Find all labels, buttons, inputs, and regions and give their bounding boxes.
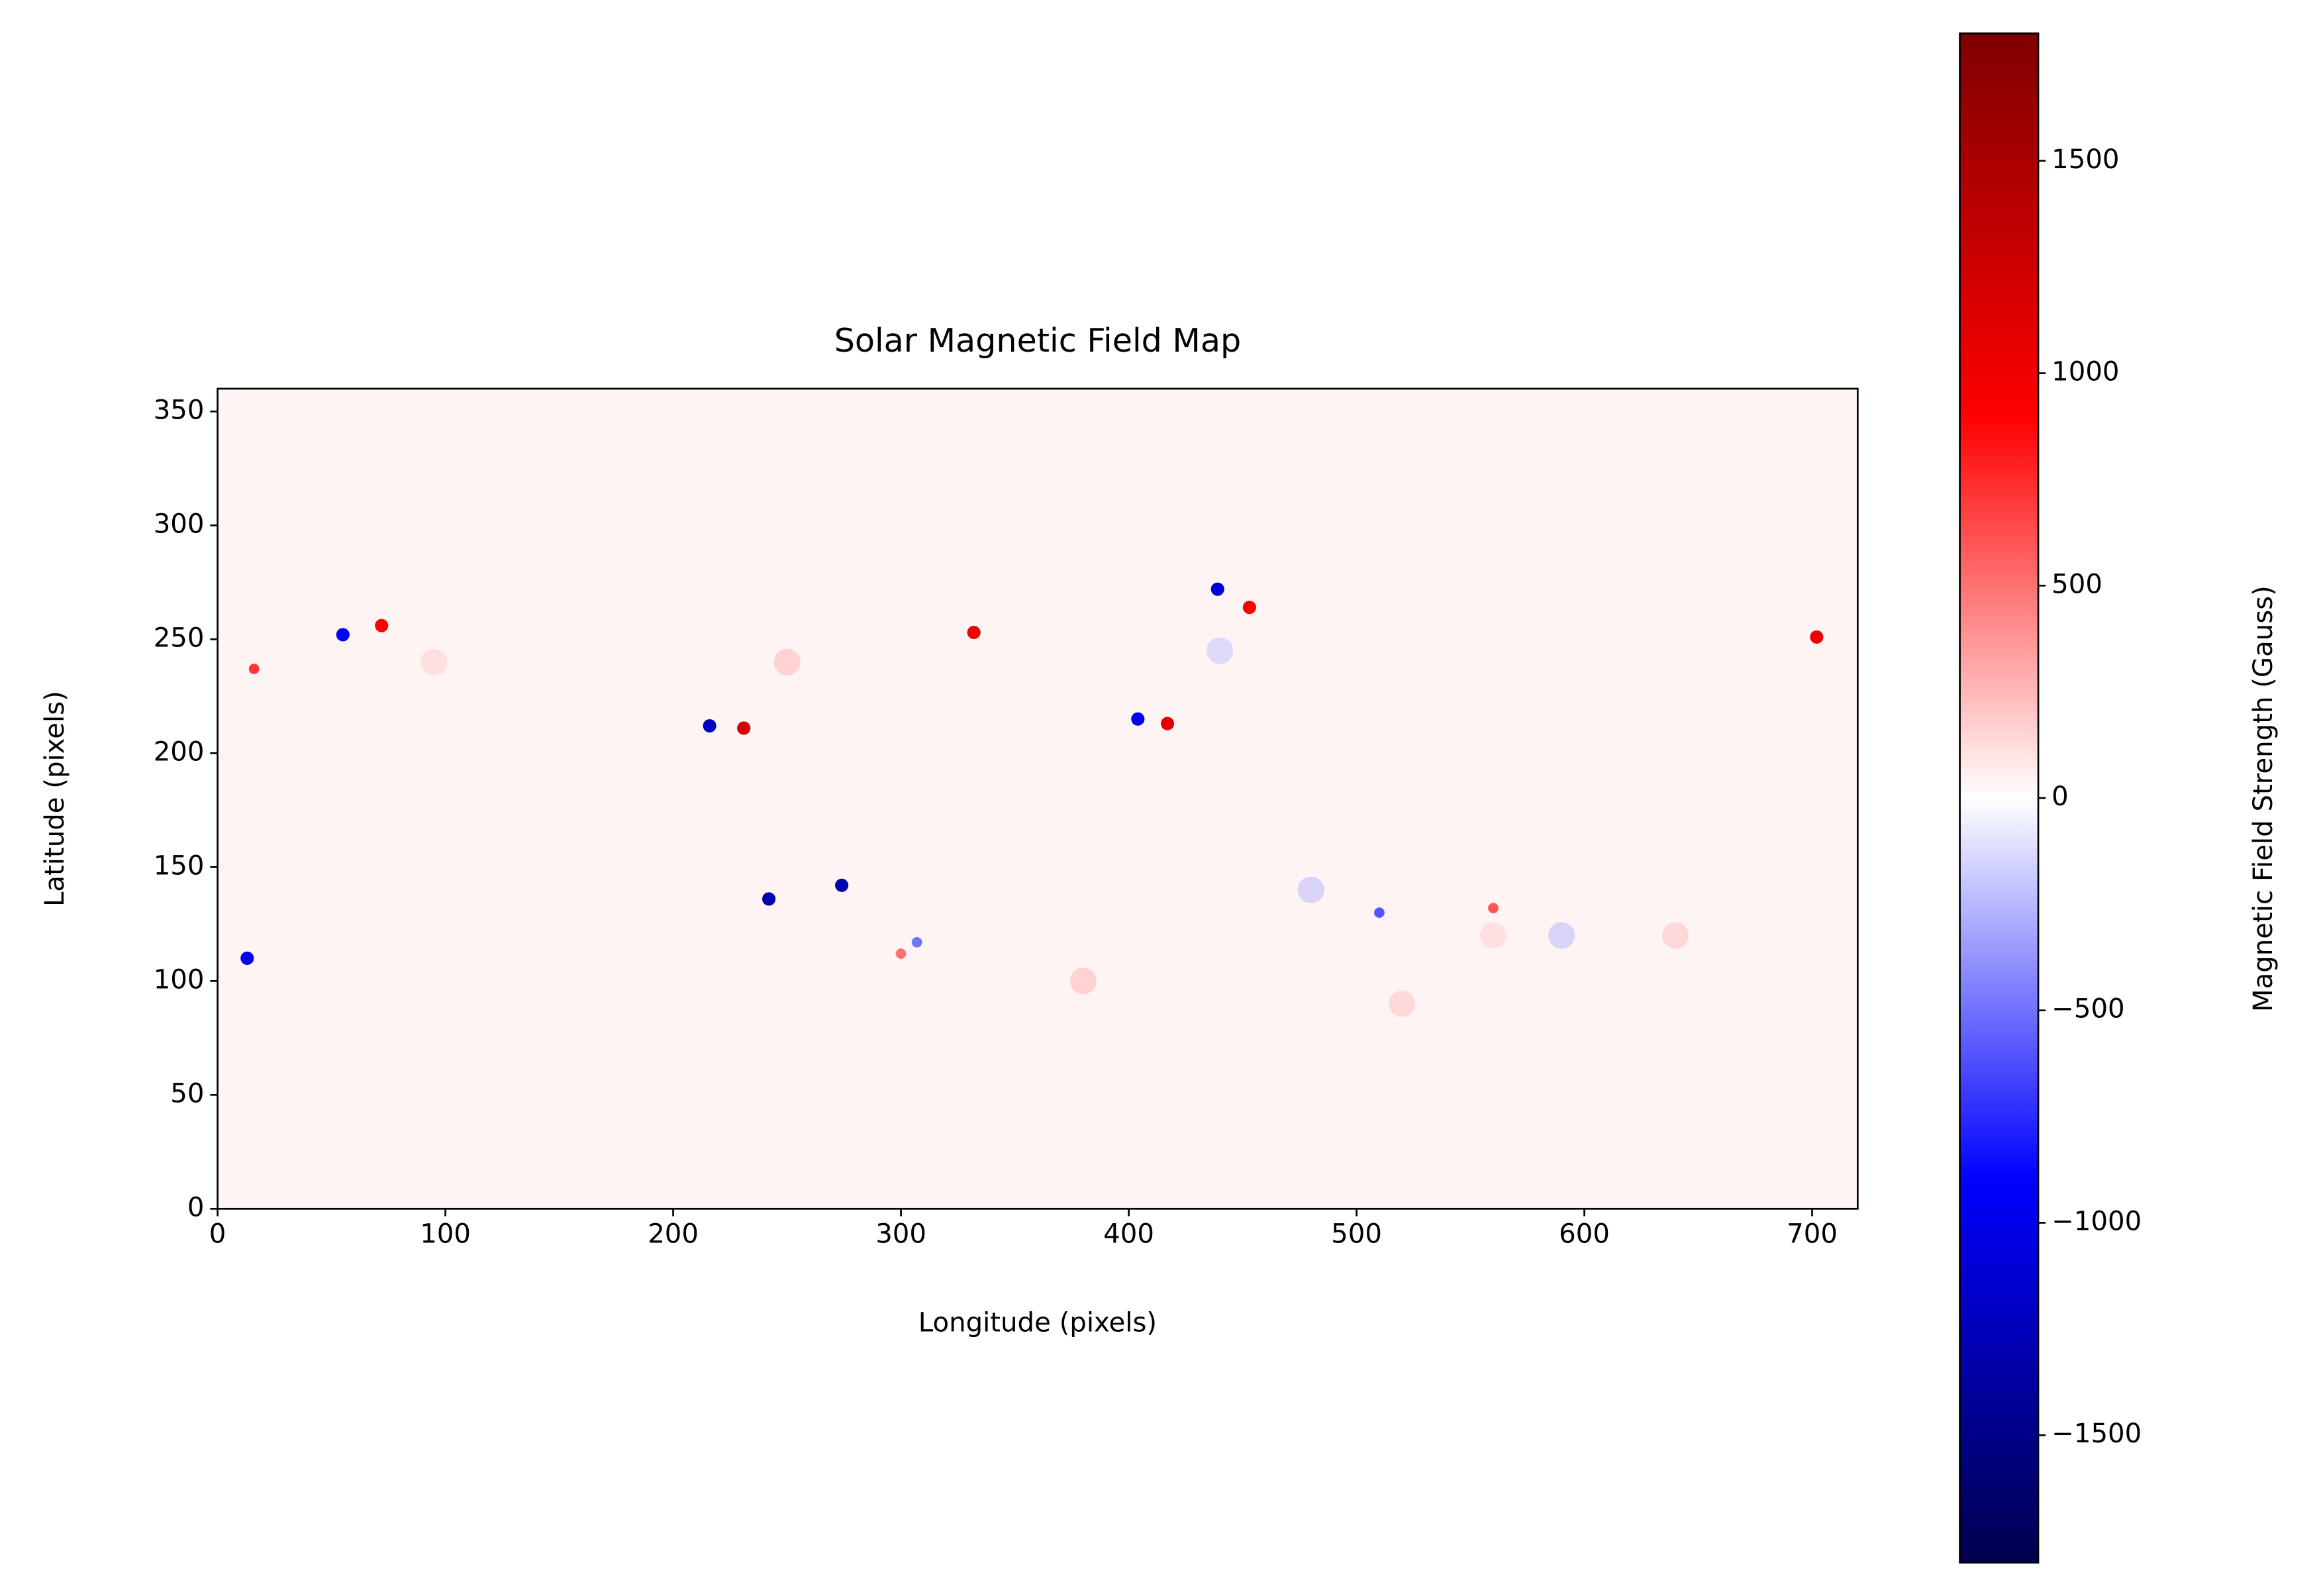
y-tick-label: 200 [154, 736, 205, 767]
field-spot [1662, 922, 1689, 949]
field-spot [240, 951, 254, 965]
field-spot [835, 878, 849, 892]
x-axis-label: Longitude (pixels) [918, 1308, 1157, 1338]
field-spot [762, 892, 776, 906]
field-spot [911, 937, 922, 948]
colorbar-label: Magnetic Field Strength (Gauss) [2248, 585, 2279, 1012]
y-axis-label: Latitude (pixels) [40, 691, 70, 907]
colorbar-tick-label: 1500 [2051, 144, 2119, 175]
field-spot [967, 625, 981, 640]
field-spot [1810, 630, 1824, 644]
x-tick-label: 100 [420, 1219, 471, 1250]
colorbar-tick-label: −500 [2051, 994, 2124, 1024]
plot-area [217, 388, 1858, 1209]
x-tick-label: 700 [1787, 1219, 1838, 1250]
field-spot [1207, 637, 1234, 664]
field-spot [375, 619, 389, 632]
colorbar-tick-label: 0 [2051, 781, 2069, 812]
x-tick-label: 0 [209, 1219, 226, 1250]
field-spot [1479, 922, 1507, 949]
field-spot [773, 648, 801, 675]
x-tick-label: 300 [875, 1219, 926, 1250]
y-tick-label: 250 [154, 623, 205, 653]
field-spot [248, 664, 260, 674]
y-tick-label: 350 [154, 395, 205, 425]
field-spot [737, 721, 751, 735]
x-tick-label: 500 [1331, 1219, 1382, 1250]
field-spot [1131, 712, 1145, 726]
y-tick-label: 150 [154, 850, 205, 881]
colorbar-tick-label: −1500 [2051, 1419, 2142, 1449]
colorbar-tick-label: 1000 [2051, 357, 2119, 387]
field-spot [1297, 876, 1324, 903]
field-spot [703, 719, 716, 733]
field-spot [1242, 601, 1256, 615]
field-spot [1210, 582, 1224, 596]
colorbar-tick-label: −1000 [2051, 1206, 2142, 1236]
x-tick-label: 600 [1559, 1219, 1610, 1250]
plot-frame [217, 387, 1859, 1210]
field-spot [1488, 903, 1499, 914]
field-spot [895, 948, 907, 959]
colorbar [1959, 32, 2040, 1564]
field-spot [1389, 990, 1416, 1017]
colorbar-tick-label: 500 [2051, 569, 2102, 599]
y-tick-label: 300 [154, 509, 205, 539]
x-tick-label: 200 [648, 1219, 699, 1250]
field-spot [336, 628, 350, 642]
field-spot [1160, 717, 1175, 730]
y-tick-label: 100 [154, 964, 205, 995]
field-spot [1548, 922, 1575, 949]
field-spot [420, 648, 448, 675]
field-spot [1374, 907, 1385, 918]
y-tick-label: 0 [187, 1192, 205, 1222]
chart-title: Solar Magnetic Field Map [834, 321, 1241, 360]
field-spot [1069, 968, 1097, 995]
x-tick-label: 400 [1103, 1219, 1154, 1250]
y-tick-label: 50 [170, 1078, 204, 1109]
